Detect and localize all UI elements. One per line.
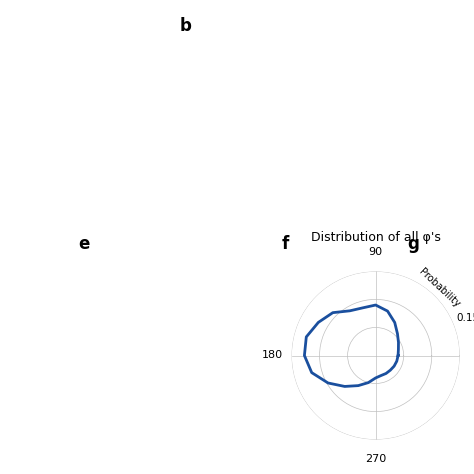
Text: b: b	[180, 17, 192, 35]
Text: g: g	[408, 235, 419, 253]
Text: Probability: Probability	[417, 267, 462, 310]
Text: 0.15: 0.15	[456, 313, 474, 323]
Title: Distribution of all φ's: Distribution of all φ's	[311, 231, 440, 244]
Text: e: e	[78, 235, 90, 253]
Text: f: f	[282, 235, 289, 253]
